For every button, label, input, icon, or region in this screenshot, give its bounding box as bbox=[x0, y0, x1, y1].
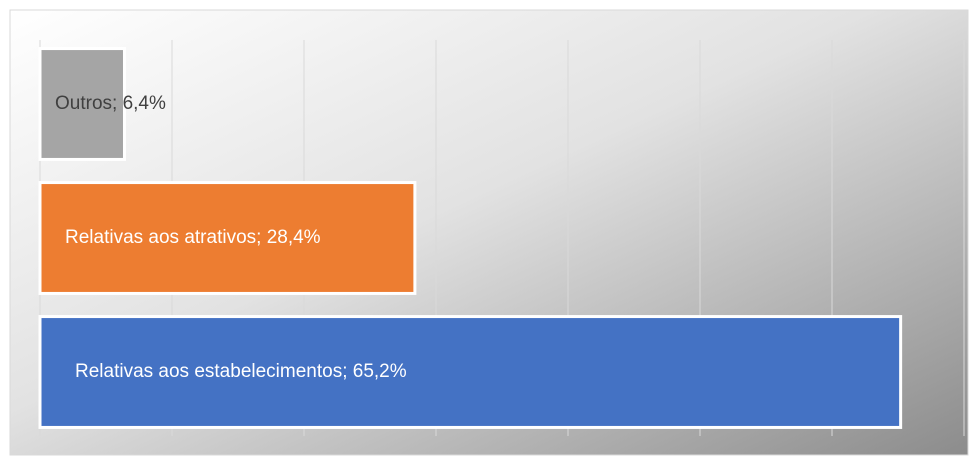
data-label: Relativas aos estabelecimentos; 65,2% bbox=[75, 361, 407, 382]
data-label: Outros; 6,4% bbox=[55, 93, 166, 114]
bar bbox=[38, 47, 126, 161]
bar bbox=[38, 181, 417, 295]
data-label: Relativas aos atrativos; 28,4% bbox=[65, 227, 321, 248]
bar bbox=[38, 315, 903, 429]
